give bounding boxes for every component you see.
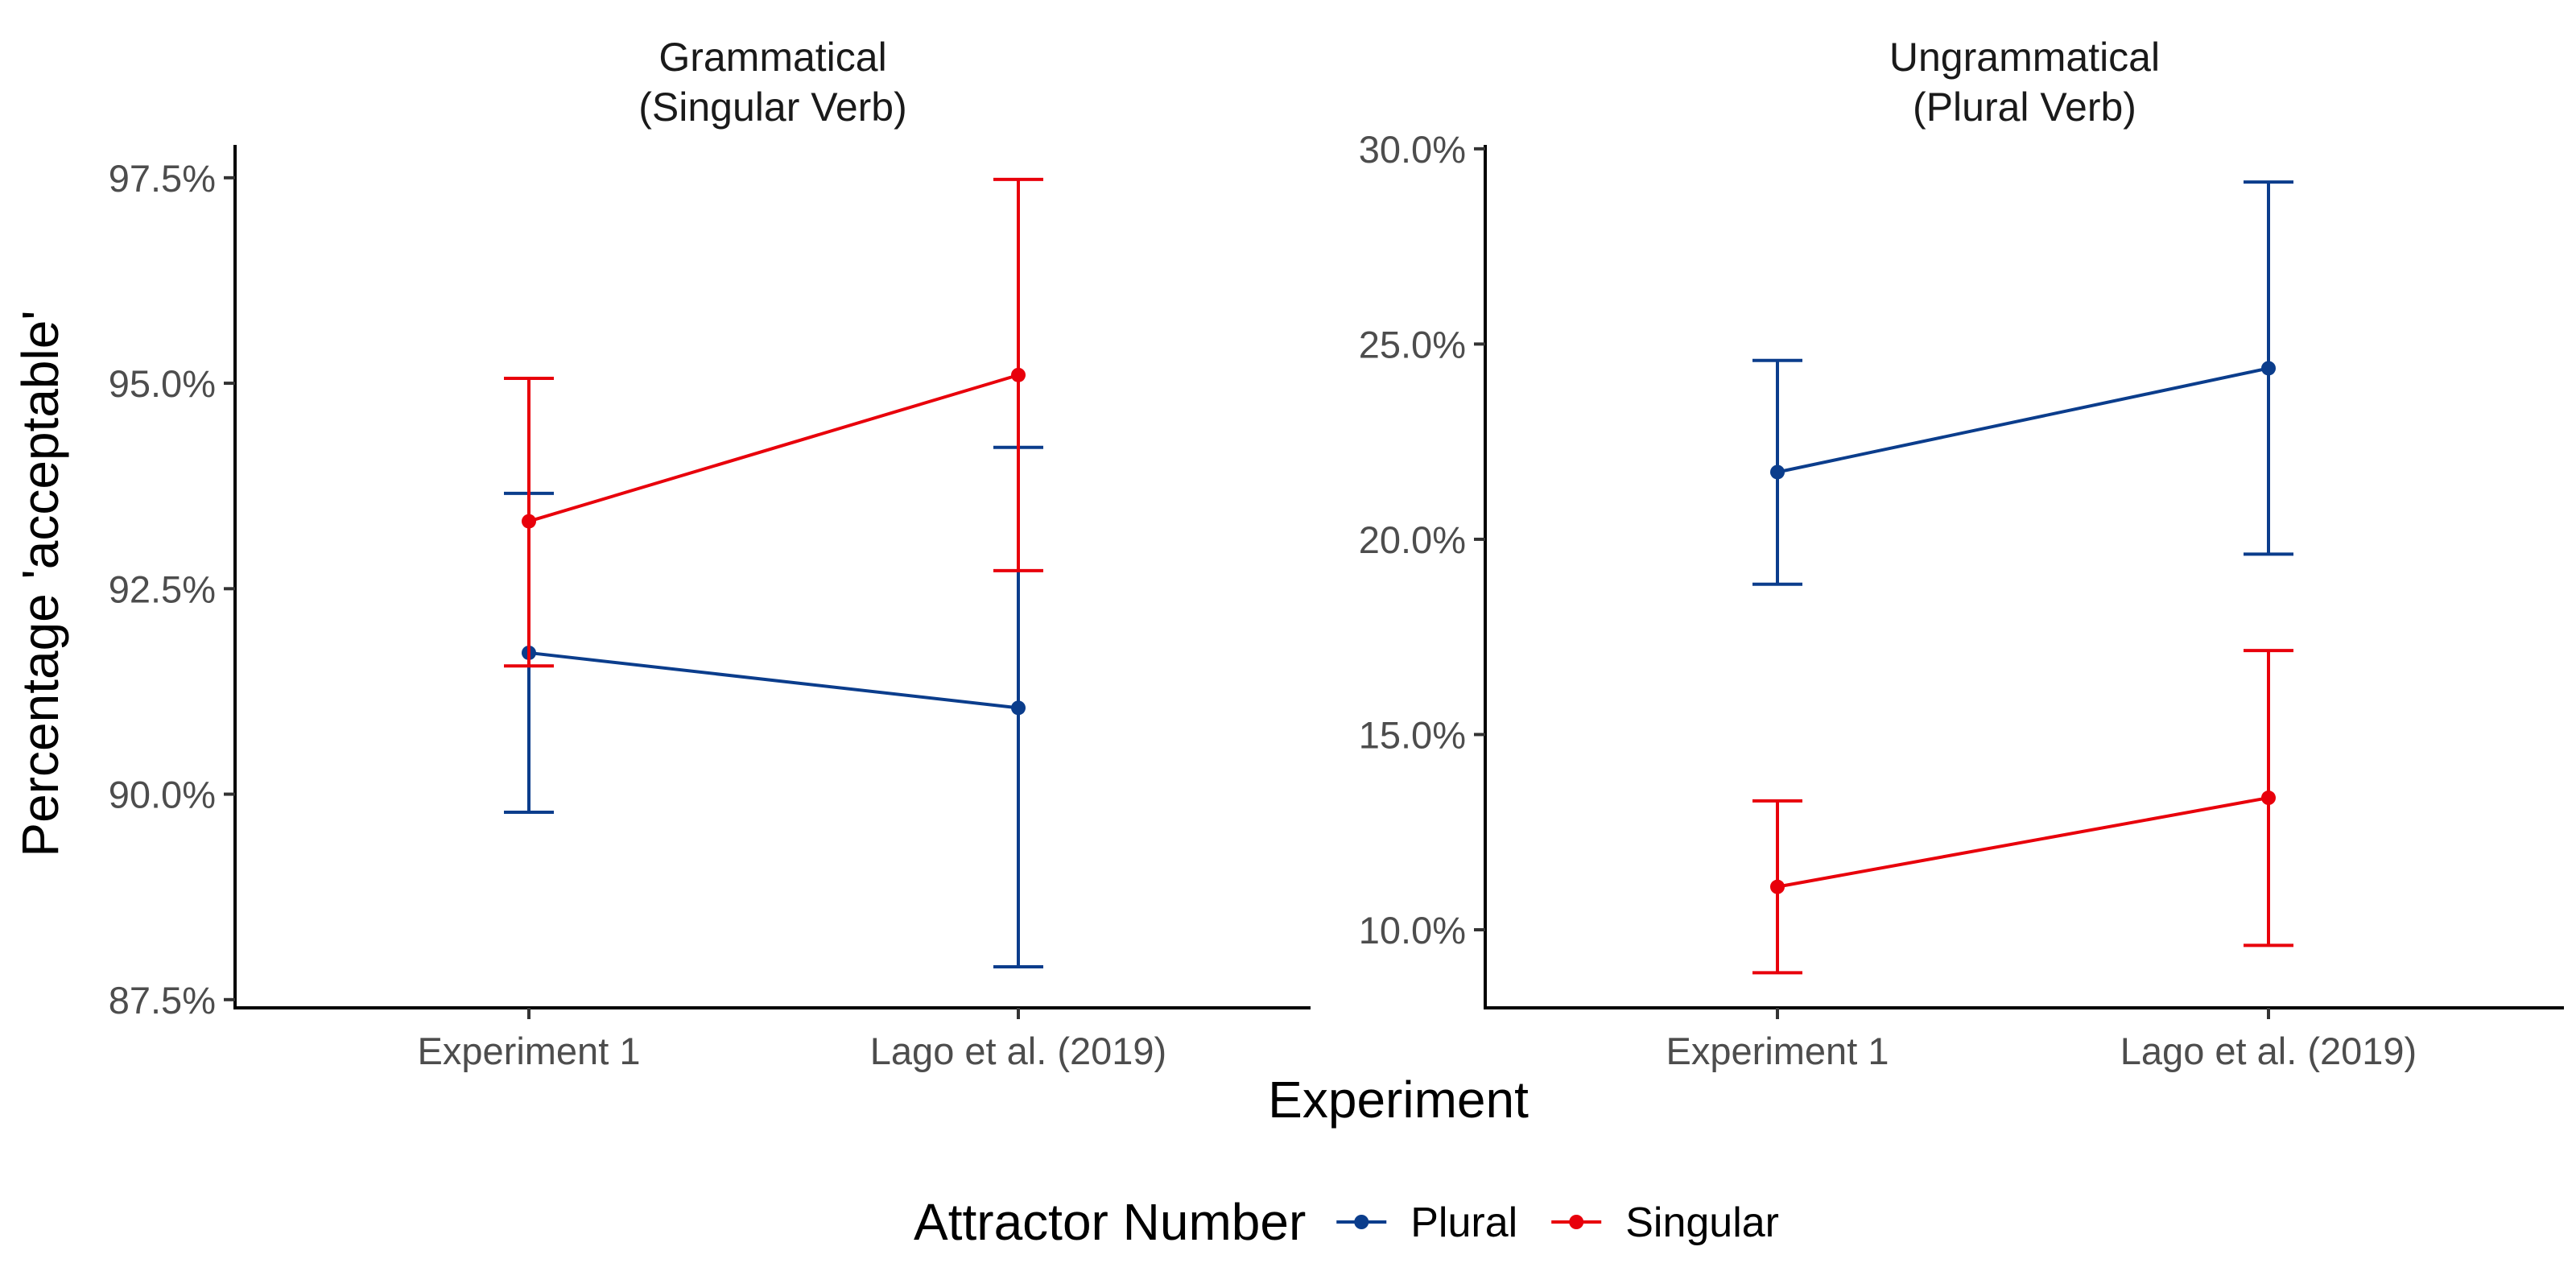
legend-label: Plural	[1410, 1199, 1517, 1246]
legend-item-singular: Singular	[1551, 1199, 1779, 1246]
data-point	[1770, 464, 1785, 480]
legend-item-plural: Plural	[1336, 1199, 1517, 1246]
series-line	[1777, 366, 2269, 474]
legend-label: Singular	[1625, 1199, 1779, 1246]
axes: 87.5% 90.0% 92.5% 95.0% 97.5% Experiment 1 Lag…	[109, 145, 1311, 1072]
panel-title-line1: Grammatical	[658, 35, 886, 80]
data-point	[522, 514, 536, 529]
series-singular	[1752, 649, 2293, 975]
x-tick-label: Experiment 1	[1666, 1030, 1889, 1072]
x-tick-label: Experiment 1	[418, 1030, 641, 1072]
series-plural	[1752, 180, 2293, 586]
y-tick-label: 90.0%	[109, 774, 216, 816]
data-point	[1770, 879, 1785, 894]
plot-area	[1752, 180, 2293, 975]
x-tick-label: Lago et al. (2019)	[870, 1030, 1166, 1072]
legend-key-point	[1569, 1215, 1584, 1229]
x-tick-label: Lago et al. (2019)	[2120, 1030, 2417, 1072]
y-tick-label: 30.0%	[1359, 128, 1466, 171]
y-tick-label: 20.0%	[1359, 518, 1466, 561]
legend: Attractor Number Plural Singular	[914, 1193, 1779, 1251]
data-point	[2261, 791, 2276, 806]
panel-ungrammatical: Ungrammatical (Plural Verb) 10.0% 15.0% 20…	[1359, 35, 2564, 1072]
data-point	[1011, 700, 1026, 716]
series-line	[1777, 796, 2269, 889]
y-tick-label: 92.5%	[109, 568, 216, 610]
y-tick-label: 87.5%	[109, 979, 216, 1022]
panel-title-line2: (Singular Verb)	[638, 85, 907, 130]
legend-key-point	[1354, 1215, 1369, 1229]
data-point	[2261, 361, 2276, 376]
legend-entries: Plural Singular	[1336, 1199, 1779, 1246]
y-tick-label: 10.0%	[1359, 909, 1466, 952]
series-singular	[504, 177, 1043, 668]
panel-grammatical: Grammatical (Singular Verb) 87.5% 90.0% 92…	[109, 35, 1311, 1072]
series-line	[528, 650, 1019, 710]
series-line	[528, 373, 1019, 523]
panel-title-line1: Ungrammatical	[1889, 35, 2160, 80]
y-tick-label: 95.0%	[109, 362, 216, 405]
axes: 10.0% 15.0% 20.0% 25.0% 30.0% Experiment 1 Lag…	[1359, 128, 2564, 1072]
y-tick-label: 97.5%	[109, 157, 216, 200]
y-tick-label: 25.0%	[1359, 323, 1466, 365]
x-axis-title: Experiment	[1268, 1071, 1529, 1129]
data-point	[1011, 367, 1026, 382]
panel-title-line2: (Plural Verb)	[1913, 85, 2136, 130]
y-axis-title: Percentage 'acceptable'	[11, 310, 69, 857]
legend-title: Attractor Number	[914, 1193, 1306, 1251]
y-tick-label: 15.0%	[1359, 713, 1466, 756]
plot-area	[504, 177, 1043, 968]
